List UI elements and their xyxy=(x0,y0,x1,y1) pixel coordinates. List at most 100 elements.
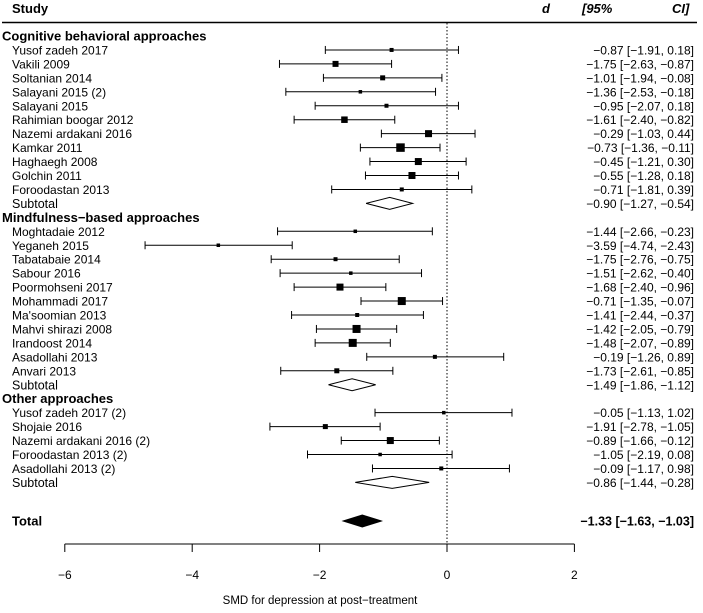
study-label: Asadollahi 2013 xyxy=(12,350,98,364)
effect-value: −0.73 [−1.36, −0.11] xyxy=(587,141,694,155)
study-row: Tabatabaie 2014 −1.75 [−2.76, −0.75] xyxy=(12,253,694,267)
effect-value: −0.19 [−1.26, 0.89] xyxy=(593,350,694,364)
study-row: Golchin 2011 −0.55 [−1.28, 0.18] xyxy=(12,169,694,183)
study-row: Poormohseni 2017 −1.68 [−2.40, −0.96] xyxy=(12,281,694,295)
effect-value: −1.05 [−2.19, 0.08] xyxy=(593,448,694,462)
study-label: Yusof zadeh 2017 xyxy=(12,43,108,57)
effect-marker xyxy=(380,75,386,81)
effect-value: −0.95 [−2.07, 0.18] xyxy=(593,99,694,113)
study-row: Mahvi shirazi 2008 −1.42 [−2.05, −0.79] xyxy=(12,322,694,336)
study-row: Asadollahi 2013 (2) −0.09 [−1.17, 0.98] xyxy=(12,462,694,476)
effect-value: −1.42 [−2.05, −0.79] xyxy=(586,322,694,336)
study-row: Sabour 2016 −1.51 [−2.62, −0.40] xyxy=(12,267,694,281)
subtotal-row: Subtotal −1.49 [−1.86, −1.12] xyxy=(12,378,694,392)
total-diamond xyxy=(341,514,384,528)
study-label: Mohammadi 2017 xyxy=(12,295,108,309)
header-ci: [95% xyxy=(581,1,613,16)
subtotal-row: Subtotal −0.90 [−1.27, −0.54] xyxy=(12,196,694,211)
study-label: Foroodastan 2013 (2) xyxy=(12,448,127,462)
effect-marker xyxy=(408,172,416,179)
study-row: Irandoost 2014 −1.48 [−2.07, −0.89] xyxy=(12,336,694,350)
study-label: Golchin 2011 xyxy=(12,169,82,183)
study-row: Salayani 2015 −0.95 [−2.07, 0.18] xyxy=(12,99,694,113)
effect-marker xyxy=(378,452,382,457)
effect-value: −1.01 [−1.94, −0.08] xyxy=(586,71,694,85)
subtotal-label: Subtotal xyxy=(12,476,58,490)
study-label: Tabatabaie 2014 xyxy=(12,253,101,267)
study-label: Soltanian 2014 xyxy=(12,71,92,85)
header-d: d xyxy=(542,1,551,16)
study-label: Anvari 2013 xyxy=(12,364,76,378)
subtotal-diamond xyxy=(355,475,430,489)
effect-value: −1.51 [−2.62, −0.40] xyxy=(586,267,694,281)
effect-value: −1.44 [−2.66, −0.23] xyxy=(586,225,694,239)
effect-marker xyxy=(386,437,394,445)
study-row: Yusof zadeh 2017 −0.87 [−1.91, 0.18] xyxy=(12,43,694,57)
subtotal-value: −0.86 [−1.44, −0.28] xyxy=(586,476,694,490)
effect-marker xyxy=(355,313,360,317)
study-label: Foroodastan 2013 xyxy=(12,183,110,197)
effect-marker xyxy=(384,103,389,108)
subtotal-label: Subtotal xyxy=(12,197,58,211)
effect-value: −1.36 [−2.53, −0.18] xyxy=(586,85,694,99)
effect-marker xyxy=(397,297,406,306)
study-row: Yusof zadeh 2017 (2) −0.05 [−1.13, 1.02] xyxy=(12,406,694,420)
effect-marker xyxy=(322,424,328,430)
subtotal-row: Subtotal −0.86 [−1.44, −0.28] xyxy=(12,475,694,490)
effect-marker xyxy=(353,229,358,234)
study-label: Kamkar 2011 xyxy=(12,141,83,155)
subtotal-value: −1.49 [−1.86, −1.12] xyxy=(586,378,694,392)
total-row: Total −1.33 [−1.63, −1.03] xyxy=(12,514,694,529)
effect-marker xyxy=(414,158,422,166)
effect-marker xyxy=(432,354,437,359)
header-ci-end: CI] xyxy=(672,1,690,16)
effect-marker xyxy=(332,60,339,67)
effect-value: −0.09 [−1.17, 0.98] xyxy=(593,462,694,476)
group-header: Mindfulness−based approaches xyxy=(2,210,200,225)
effect-marker xyxy=(389,47,394,52)
group-header: Other approaches xyxy=(2,391,113,406)
study-row: Kamkar 2011 −0.73 [−1.36, −0.11] xyxy=(12,141,694,155)
study-label: Haghaegh 2008 xyxy=(12,155,98,169)
effect-value: −0.71 [−1.35, −0.07] xyxy=(586,295,694,309)
study-row: Salayani 2015 (2) −1.36 [−2.53, −0.18] xyxy=(12,85,694,99)
effect-value: −1.61 [−2.40, −0.82] xyxy=(586,113,694,127)
effect-value: −1.73 [−2.61, −0.85] xyxy=(586,364,694,378)
study-label: Yeganeh 2015 xyxy=(12,239,89,253)
header-study: Study xyxy=(12,1,49,16)
study-label: Shojaie 2016 xyxy=(12,420,82,434)
study-label: Poormohseni 2017 xyxy=(12,281,113,295)
effect-value: −0.71 [−1.81, 0.39] xyxy=(593,183,694,197)
group-header: Cognitive behavioral approaches xyxy=(2,29,206,44)
effect-marker xyxy=(349,271,353,275)
study-label: Sabour 2016 xyxy=(12,267,81,281)
x-axis: −6 −4 −2 0 2 xyxy=(58,543,578,582)
effect-value: −0.55 [−1.28, 0.18] xyxy=(593,169,694,183)
study-row: Mohammadi 2017 −0.71 [−1.35, −0.07] xyxy=(12,295,694,309)
axis-tick-label: −4 xyxy=(185,568,199,582)
effect-marker xyxy=(425,130,433,138)
subtotal-label: Subtotal xyxy=(12,378,58,392)
subtotal-diamond xyxy=(328,378,376,392)
effect-value: −0.45 [−1.21, 0.30] xyxy=(593,155,694,169)
study-row: Nazemi ardakani 2016 −0.29 [−1.03, 0.44] xyxy=(12,127,694,141)
total-label: Total xyxy=(12,514,42,529)
study-label: Nazemi ardakani 2016 xyxy=(12,127,132,141)
axis-tick-label: −6 xyxy=(58,568,72,582)
study-row: Vakili 2009 −1.75 [−2.63, −0.87] xyxy=(12,57,694,71)
study-label: Salayani 2015 xyxy=(12,99,88,113)
effect-marker xyxy=(216,243,221,247)
study-row: Foroodastan 2013 −0.71 [−1.81, 0.39] xyxy=(12,183,694,197)
effect-value: −3.59 [−4.74, −2.43] xyxy=(586,239,694,253)
effect-value: −1.68 [−2.40, −0.96] xyxy=(586,281,694,295)
study-row: Moghtadaie 2012 −1.44 [−2.66, −0.23] xyxy=(12,225,694,239)
effect-value: −0.87 [−1.91, 0.18] xyxy=(593,43,694,57)
x-axis-label: SMD for depression at post−treatment xyxy=(223,595,418,607)
effect-value: −1.91 [−2.78, −1.05] xyxy=(586,420,694,434)
study-row: Yeganeh 2015 −3.59 [−4.74, −2.43] xyxy=(12,239,694,253)
axis-tick-label: 2 xyxy=(571,568,578,582)
effect-marker xyxy=(341,116,348,123)
study-row: Haghaegh 2008 −0.45 [−1.21, 0.30] xyxy=(12,155,694,169)
effect-marker xyxy=(336,283,344,291)
